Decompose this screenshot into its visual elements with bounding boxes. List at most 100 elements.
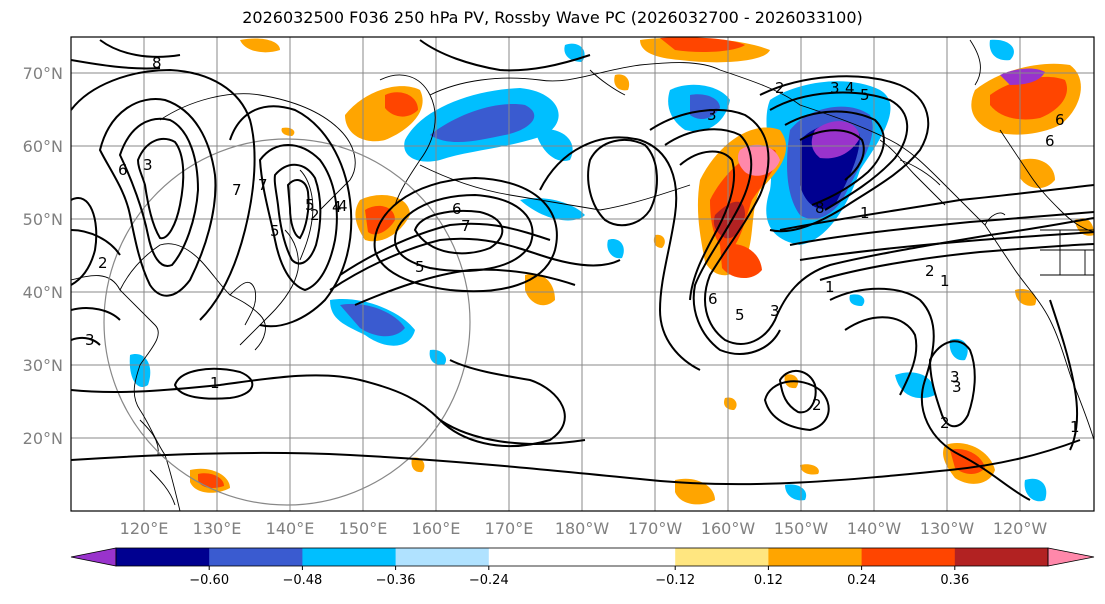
contour-subtropic [829, 287, 1031, 501]
map-title: 2026032500 F036 250 hPa PV, Rossby Wave … [242, 8, 863, 27]
colorbar-tick-label: −0.24 [469, 573, 509, 588]
lon-label: 170°E [485, 519, 534, 538]
lat-label-30n: 30°N [23, 356, 63, 375]
contour-label: 6 [1055, 111, 1065, 129]
contour-label: 7 [258, 176, 268, 194]
contour-ridge-west [98, 98, 217, 297]
contour-label: 1 [210, 374, 220, 392]
colorbar-swatch [582, 548, 676, 566]
colorbar-swatch [675, 548, 769, 566]
colorbar-swatch [209, 548, 303, 566]
contour-label: 3 [830, 79, 840, 97]
contour-1 [71, 359, 586, 448]
contour-label: 2 [812, 396, 822, 414]
graticule [71, 37, 1094, 511]
lon-label: 130°W [920, 519, 975, 538]
colorbar-tick-label: −0.48 [282, 573, 322, 588]
contour-label: 7 [232, 181, 242, 199]
contour-label: 2 [925, 262, 935, 280]
neg-region-aleutian-core [430, 104, 535, 143]
contour-label: 5 [305, 196, 315, 214]
colorbar-swatch [768, 548, 863, 566]
pv-contours [71, 39, 1094, 501]
asia-coast [71, 275, 181, 511]
contour-label: 2 [98, 254, 108, 272]
contour-label: 6 [118, 161, 128, 179]
contour-label: 3 [950, 368, 960, 386]
lat-label-50n: 50°N [23, 210, 63, 229]
colorbar-swatch [116, 548, 210, 566]
lon-label: 140°E [266, 519, 315, 538]
contour-label: 8 [815, 199, 825, 217]
colorbar-extend-high [1047, 547, 1095, 567]
alaska-coast [719, 69, 1051, 321]
contour-label: 5 [735, 306, 745, 324]
colorbar-extend-low [70, 547, 117, 567]
contour-label: 1 [1070, 418, 1080, 436]
lon-label: 120°E [120, 519, 169, 538]
contour-label: 7 [461, 217, 471, 235]
lat-label-70n: 70°N [23, 64, 63, 83]
colorbar-swatch [861, 548, 956, 566]
contour-label: 8 [152, 54, 162, 72]
colorbar-outline [115, 547, 1049, 567]
contour-jet-1 [329, 237, 621, 291]
us-west-coast [1049, 319, 1094, 441]
contour-label: 4 [845, 79, 855, 97]
lon-label: 160°W [701, 519, 756, 538]
contour-label: 5 [415, 258, 425, 276]
contour-label: 1 [825, 278, 835, 296]
colorbar-tick-label: −0.60 [189, 573, 229, 588]
contour-high-pacific [413, 209, 504, 255]
lon-label: 150°E [339, 519, 388, 538]
colorbar-swatch [395, 548, 490, 566]
lat-label-20n: 20°N [23, 429, 63, 448]
aleutians [419, 164, 691, 211]
map-frame [70, 36, 1095, 512]
lon-label: 140°W [847, 519, 902, 538]
lon-label: 170°W [628, 519, 683, 538]
colorbar-swatch [302, 548, 397, 566]
contour-label: 3 [770, 302, 780, 320]
contour-label: 2 [310, 206, 320, 224]
reference-circle [103, 138, 471, 506]
contour-label: 6 [452, 200, 462, 218]
korea-japan [229, 229, 299, 346]
colorbar-swatch [954, 548, 1049, 566]
contour-label: 6 [708, 290, 718, 308]
contour-label: 3 [85, 331, 95, 349]
latitude-labels: 70°N 60°N 50°N 40°N 30°N 20°N [23, 64, 63, 448]
colorbar-tick-label: 0.36 [940, 573, 969, 588]
lon-label: 180°W [555, 519, 610, 538]
pv-anomaly-shading [129, 37, 1094, 505]
contour-label: 5 [860, 86, 870, 104]
colorbar: −0.60 −0.48 −0.36 −0.24 −0.12 0.12 0.24 0.36 [70, 547, 1095, 588]
colorbar-tick-label: −0.36 [376, 573, 416, 588]
contour-trough-east [649, 109, 1094, 345]
contour-japan-trough [258, 144, 338, 292]
lat-label-40n: 40°N [23, 283, 63, 302]
contour-label: 3 [707, 106, 717, 124]
contour-label: 5 [270, 222, 280, 240]
longitude-labels: 120°E 130°E 140°E 150°E 160°E 170°E 180°… [120, 519, 1048, 538]
contour-label: 4 [332, 198, 342, 216]
contour-label: 3 [143, 156, 153, 174]
colorbar-tick-label: 0.12 [754, 573, 783, 588]
contour-label: 6 [1045, 132, 1055, 150]
contour-label-group: 8 6 7 2 4 3 5 2 3 5 1 6 7 5 6 3 2 3 4 5 … [85, 54, 1080, 436]
lon-label: 120°W [993, 519, 1048, 538]
contour-label: 1 [860, 204, 870, 222]
lat-label-60n: 60°N [23, 137, 63, 156]
lon-label: 130°E [193, 519, 242, 538]
okhotsk-coast [159, 93, 356, 211]
kamchatka [379, 74, 436, 206]
contour-label: 2 [940, 414, 950, 432]
colorbar-tick-label: −0.12 [655, 573, 695, 588]
contour-label: 2 [775, 79, 785, 97]
contour-label: 1 [940, 272, 950, 290]
lon-label: 150°W [774, 519, 829, 538]
contour-east-jet [779, 184, 1094, 231]
lon-label: 160°E [412, 519, 461, 538]
colorbar-swatch [488, 548, 583, 566]
